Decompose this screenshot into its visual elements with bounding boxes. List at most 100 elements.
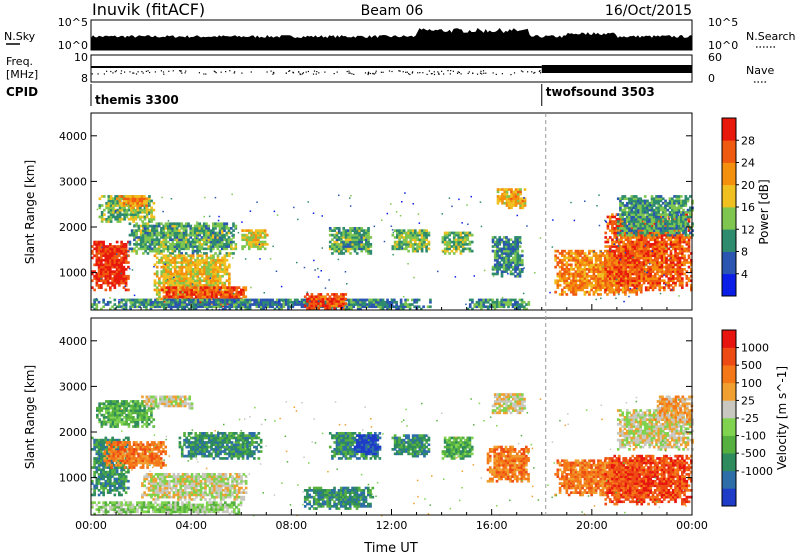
heatmap-cell [158,259,161,262]
heatmap-cell [636,250,639,253]
heatmap-cell [156,273,159,276]
nave-dot [308,71,309,72]
heatmap-cell [496,273,499,276]
heatmap-cell [105,248,108,251]
heatmap-cell [329,307,332,310]
heatmap-cell [203,252,206,255]
heatmap-cell [320,305,323,308]
heatmap-cell [411,299,414,302]
heatmap-cell [198,248,201,251]
heatmap-cell [100,286,103,289]
heatmap-cell [183,266,186,269]
heatmap-cell [661,243,664,246]
heatmap-cell [205,275,208,278]
cpid-segment-1: themis 3300 [95,93,179,107]
heatmap-cell [109,243,112,246]
heatmap-cell [503,241,506,244]
heatmap-cell [117,216,120,219]
heatmap-cell [221,241,224,244]
heatmap-cell [169,264,172,267]
heatmap-cell [649,282,652,285]
heatmap-cell [333,248,336,251]
heatmap-cell [503,248,506,251]
heatmap-cell [192,275,195,278]
heatmap-cell [425,229,428,232]
heatmap-cell [566,293,569,296]
heatmap-cell [271,301,274,304]
heatmap-cell [611,220,614,223]
heatmap-cell [661,259,664,262]
cpid-segment-2: twofsound 3503 [546,85,655,99]
heatmap-cell [229,293,232,296]
heatmap-cell [178,225,181,228]
heatmap-cell [554,291,557,294]
heatmap-cell [264,229,267,232]
heatmap-cell [363,238,366,241]
heatmap-cell [96,303,99,306]
heatmap-cell [248,248,251,251]
heatmap-cell [129,301,132,304]
heatmap-cell [361,303,364,306]
heatmap-cell [665,241,668,244]
heatmap-cell [120,250,123,253]
heatmap-cell [210,229,213,232]
heatmap-cell [123,270,126,273]
heatmap-cell [640,243,643,246]
heatmap-cell [322,300,325,303]
heatmap-cell [118,200,121,203]
heatmap-cell [102,301,105,304]
heatmap-cell [198,222,201,225]
heatmap-cell [453,252,456,255]
heatmap-cell [93,301,96,304]
heatmap-cell [262,243,265,246]
heatmap-cell [217,301,220,304]
heatmap-cell [616,261,619,264]
heatmap-cell [333,236,336,239]
heatmap-cell [135,236,138,239]
heatmap-cell [566,261,569,264]
heatmap-cell [665,275,668,278]
heatmap-cell [611,259,614,262]
nave-dot [365,72,366,73]
heatmap-cell [510,195,513,198]
heatmap-cell [233,286,236,289]
heatmap-cell [510,188,513,191]
heatmap-cell [645,254,648,257]
heatmap-cell [505,270,508,273]
nsearch-tick-top: 10^5 [708,16,738,29]
heatmap-cell [407,299,410,302]
heatmap-cell [363,243,366,246]
heatmap-cell [123,204,126,207]
heatmap-cell [149,238,152,241]
heatmap-cell [460,243,463,246]
heatmap-cell [640,241,643,244]
heatmap-cell [221,275,224,278]
heatmap-cell [210,301,213,304]
heatmap-cell [471,299,474,302]
heatmap-cell [320,295,323,298]
heatmap-cell [658,248,661,251]
heatmap-cell [611,213,614,216]
heatmap-cell [183,273,186,276]
heatmap-cell [471,241,474,244]
heatmap-cell [265,303,268,306]
heatmap-cell [100,275,103,278]
heatmap-cell [514,266,517,269]
heatmap-cell [174,248,177,251]
heatmap-cell [257,229,260,232]
heatmap-cell [629,277,632,280]
heatmap-cell [631,254,634,257]
heatmap-cell [151,232,154,235]
heatmap-cell [444,236,447,239]
heatmap-cell [117,204,120,207]
heatmap-cell [226,266,229,269]
heatmap-cell [471,234,474,237]
heatmap-cell [212,259,215,262]
heatmap-cell [144,241,147,244]
heatmap-cell [331,234,334,237]
heatmap-cell [561,277,564,280]
heatmap-cell [210,248,213,251]
heatmap-cell [620,273,623,276]
heatmap-cell [217,282,220,285]
heatmap-cell [510,197,513,200]
